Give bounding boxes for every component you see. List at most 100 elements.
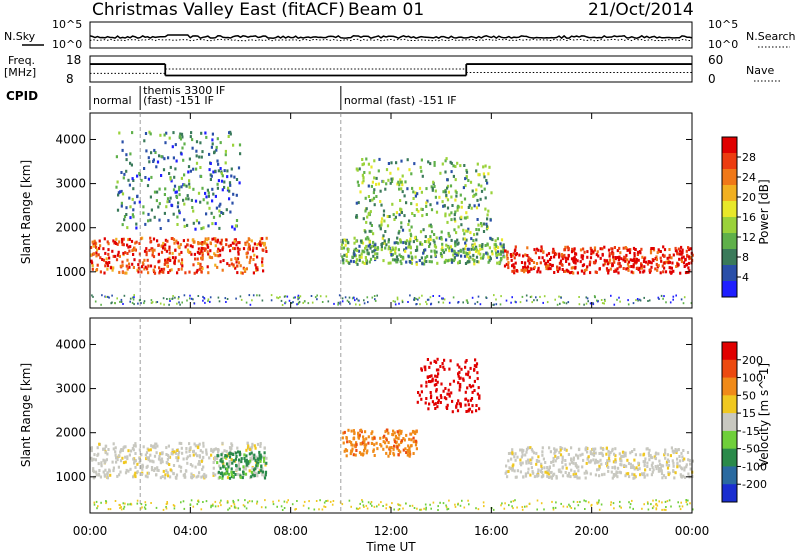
data-cell bbox=[390, 177, 393, 181]
colorbar-swatch bbox=[722, 484, 737, 503]
data-cell bbox=[152, 460, 155, 464]
data-cell bbox=[217, 247, 220, 251]
data-cell bbox=[383, 239, 386, 243]
data-cell bbox=[420, 207, 423, 211]
data-cell bbox=[367, 244, 370, 248]
data-cell bbox=[122, 176, 125, 180]
data-cell bbox=[198, 460, 201, 463]
data-cell bbox=[399, 238, 402, 242]
data-cell bbox=[178, 209, 181, 213]
data-cell bbox=[628, 251, 632, 255]
colorbar-tick-label: 50 bbox=[742, 389, 756, 402]
data-cell bbox=[567, 471, 571, 475]
clutter-cell bbox=[316, 298, 318, 301]
data-cell bbox=[572, 473, 575, 477]
data-cell bbox=[599, 247, 602, 251]
data-cell bbox=[168, 256, 171, 260]
data-cell bbox=[230, 446, 233, 450]
data-cell bbox=[368, 243, 372, 247]
time-x-axis: 00:00 04:00 08:00 12:00 16:00 20:00 00:00 bbox=[73, 113, 709, 538]
data-cell bbox=[355, 201, 358, 205]
clutter-cell bbox=[483, 505, 485, 508]
data-cell bbox=[366, 248, 369, 252]
data-cell bbox=[560, 263, 563, 267]
data-cell bbox=[617, 271, 620, 275]
clutter-cell bbox=[283, 500, 286, 503]
data-cell bbox=[446, 178, 449, 182]
colorbar-tick-label: 20 bbox=[742, 191, 756, 204]
data-cell bbox=[471, 390, 474, 394]
data-cell bbox=[444, 170, 447, 174]
clutter-cell bbox=[258, 294, 261, 297]
data-cell bbox=[570, 457, 573, 461]
data-cell bbox=[402, 241, 405, 245]
clutter-cell bbox=[329, 500, 332, 503]
clutter-cell bbox=[355, 303, 357, 306]
data-cell bbox=[482, 172, 485, 176]
clutter-cell bbox=[189, 503, 192, 506]
data-cell bbox=[475, 206, 479, 210]
data-cell bbox=[247, 444, 250, 448]
data-cell bbox=[677, 247, 680, 251]
data-cell bbox=[547, 468, 550, 472]
clutter-cell bbox=[203, 297, 205, 300]
data-cell bbox=[467, 260, 470, 264]
data-cell bbox=[236, 472, 239, 476]
data-cell bbox=[454, 178, 457, 182]
data-cell bbox=[254, 263, 257, 267]
data-cell bbox=[532, 261, 536, 264]
data-cell bbox=[540, 464, 543, 468]
data-cell bbox=[421, 208, 424, 211]
clutter-cell bbox=[468, 503, 470, 506]
data-cell bbox=[167, 474, 170, 478]
data-cell bbox=[528, 258, 532, 262]
data-cell bbox=[624, 246, 627, 249]
data-cell bbox=[595, 253, 598, 257]
data-cell bbox=[233, 239, 236, 243]
data-cell bbox=[620, 257, 623, 261]
data-cell bbox=[404, 249, 407, 253]
data-cell bbox=[136, 174, 139, 178]
data-cell bbox=[162, 168, 166, 172]
data-cell bbox=[549, 471, 552, 475]
clutter-cell bbox=[442, 297, 444, 300]
data-cell bbox=[244, 459, 247, 463]
data-cell bbox=[103, 237, 106, 241]
data-cell bbox=[201, 251, 204, 255]
data-cell bbox=[559, 261, 562, 265]
data-cell bbox=[182, 239, 185, 243]
data-cell bbox=[249, 448, 252, 451]
colorbar-swatch bbox=[722, 137, 737, 154]
clutter-cell bbox=[341, 297, 344, 300]
data-cell bbox=[379, 189, 382, 193]
clutter-cell bbox=[348, 301, 350, 303]
data-cell bbox=[618, 452, 621, 456]
clutter-cell bbox=[452, 296, 455, 299]
clutter-cell bbox=[202, 299, 204, 302]
clutter-cell bbox=[430, 302, 433, 305]
clutter-cell bbox=[366, 507, 369, 510]
data-cell bbox=[347, 428, 350, 432]
data-cell bbox=[175, 239, 178, 243]
clutter-cell bbox=[663, 508, 665, 511]
data-cell bbox=[471, 246, 475, 250]
data-cell bbox=[622, 267, 625, 270]
data-cell bbox=[524, 472, 527, 476]
data-cell bbox=[155, 451, 158, 455]
data-cell bbox=[680, 252, 683, 256]
clutter-cell bbox=[91, 294, 93, 297]
clutter-cell bbox=[409, 294, 411, 297]
data-cell bbox=[216, 461, 219, 465]
data-cell bbox=[197, 446, 200, 450]
clutter-cell bbox=[442, 301, 445, 304]
data-cell bbox=[502, 243, 505, 247]
data-cell bbox=[405, 451, 408, 454]
data-cell bbox=[407, 450, 410, 454]
clutter-cell bbox=[168, 303, 170, 306]
data-cell bbox=[115, 185, 118, 189]
data-cell bbox=[218, 204, 221, 208]
data-cell bbox=[355, 258, 358, 262]
data-cell bbox=[645, 447, 648, 451]
data-cell bbox=[262, 269, 265, 273]
data-cell bbox=[167, 271, 170, 274]
